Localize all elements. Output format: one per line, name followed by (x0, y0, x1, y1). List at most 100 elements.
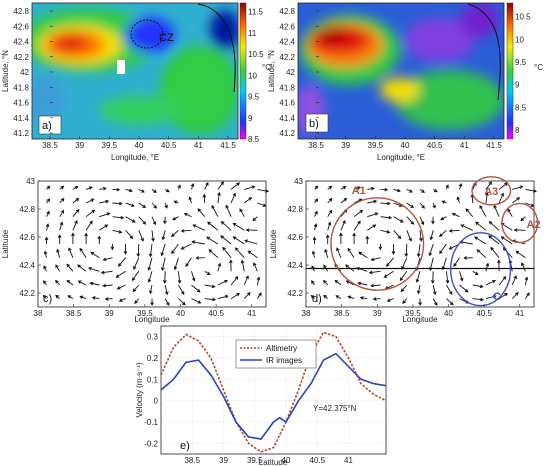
flow-vector (89, 281, 100, 286)
flow-vector (112, 187, 121, 192)
flow-vector (57, 234, 62, 244)
flow-vector (472, 297, 485, 302)
colorbar-tick-label: 8.5 (515, 103, 527, 112)
flow-vector (490, 246, 500, 258)
y-tick-label: 42 (20, 68, 29, 77)
flow-vector (325, 234, 330, 244)
flow-vector (55, 279, 61, 286)
flow-vector (500, 236, 513, 245)
flow-vector (59, 197, 65, 204)
flow-vector (430, 271, 435, 284)
eddy-c (449, 232, 512, 307)
flow-vector (256, 276, 261, 286)
flow-vector (148, 284, 153, 295)
flow-vector (66, 263, 74, 272)
flow-vector (125, 216, 136, 223)
colorbar-tick-label: 10.5 (248, 50, 264, 59)
panel-e-ylabel: Velocity (m·s⁻¹) (135, 362, 144, 418)
flow-vector (323, 279, 329, 286)
flow-vector (42, 294, 47, 299)
flow-vector (419, 216, 425, 226)
flow-vector (170, 229, 179, 238)
x-tick-label: 41.5 (220, 141, 236, 150)
flow-vector (151, 189, 157, 193)
x-tick-label: 38.5 (334, 309, 350, 318)
flow-vector (247, 250, 258, 259)
y-tick-label: 41.4 (279, 114, 295, 123)
colorbar-tick-label: 10.5 (515, 13, 531, 22)
flow-vector (368, 270, 381, 275)
x-tick-label: 40.5 (309, 456, 325, 465)
flow-vector (438, 229, 447, 238)
panel-a-annotation: CZ (159, 32, 174, 44)
flow-vector (498, 192, 504, 204)
flow-vector (230, 192, 236, 204)
flow-vector (173, 200, 179, 204)
flow-vector (386, 298, 394, 302)
panel-a-ylabel: Latitude, °N (1, 50, 10, 92)
y-tick-label: 0.2 (147, 354, 159, 363)
flow-vector (418, 298, 422, 306)
flow-vector (257, 188, 270, 193)
x-tick-label: 40.5 (161, 141, 177, 150)
flow-vector (90, 251, 100, 259)
flow-vector (115, 270, 126, 278)
flow-vector (370, 283, 381, 288)
flow-vector (46, 198, 51, 204)
flow-vector (323, 294, 328, 299)
flow-vector (488, 235, 500, 245)
y-tick-label: 43 (26, 177, 35, 186)
flow-vector (446, 298, 454, 306)
x-tick-label: 39.5 (405, 309, 421, 318)
flow-vector (44, 236, 49, 244)
flow-vector (525, 188, 538, 193)
flow-vector (204, 181, 209, 190)
eddy-a3 (471, 176, 512, 206)
flow-vector (353, 220, 361, 231)
flow-vector (222, 246, 232, 258)
colorbar-tick-label: 11.5 (248, 8, 264, 17)
colorbar-tick-label: 8 (515, 126, 520, 135)
flow-vector (525, 292, 530, 299)
flow-vector (99, 224, 109, 231)
flow-vector (207, 221, 219, 231)
series-line-altimetry (160, 331, 387, 453)
y-tick-label: 42.2 (287, 289, 303, 298)
flow-vector (43, 280, 47, 286)
flow-vector (372, 297, 381, 301)
y-tick-label: 42.8 (13, 7, 29, 16)
flow-vector (46, 185, 51, 190)
flow-vector (99, 199, 110, 204)
flow-vector (431, 216, 435, 225)
flow-vector (439, 243, 447, 255)
flow-vector (324, 248, 329, 258)
flow-vector (91, 296, 100, 300)
flow-vector (240, 259, 245, 272)
y-tick-label: -0.2 (144, 439, 158, 448)
flow-vector (512, 197, 521, 204)
flow-vector (160, 243, 166, 257)
panel-d-label: d) (312, 293, 322, 305)
flow-vector (164, 188, 170, 193)
eddy-label-c: C (493, 291, 501, 303)
flow-vector (195, 256, 205, 260)
flow-vector (498, 292, 508, 299)
flow-vector (116, 284, 126, 290)
flow-vector (511, 275, 517, 286)
flow-vector (493, 204, 500, 217)
panel-b-label: b) (309, 118, 319, 130)
flow-vector (161, 257, 166, 272)
flow-vector (314, 210, 318, 217)
x-tick-label: 40 (401, 141, 410, 150)
flow-vector (191, 284, 201, 293)
flow-vector (191, 271, 196, 282)
flow-vector (520, 216, 526, 222)
y-tick-label: 0.3 (147, 333, 159, 342)
flow-vector (232, 222, 245, 231)
flow-vector (458, 183, 463, 190)
flow-vector (71, 232, 75, 244)
flow-vector (191, 240, 205, 245)
flow-vector (151, 202, 157, 209)
x-tick-label: 40 (135, 141, 144, 150)
flow-vector (359, 296, 368, 300)
